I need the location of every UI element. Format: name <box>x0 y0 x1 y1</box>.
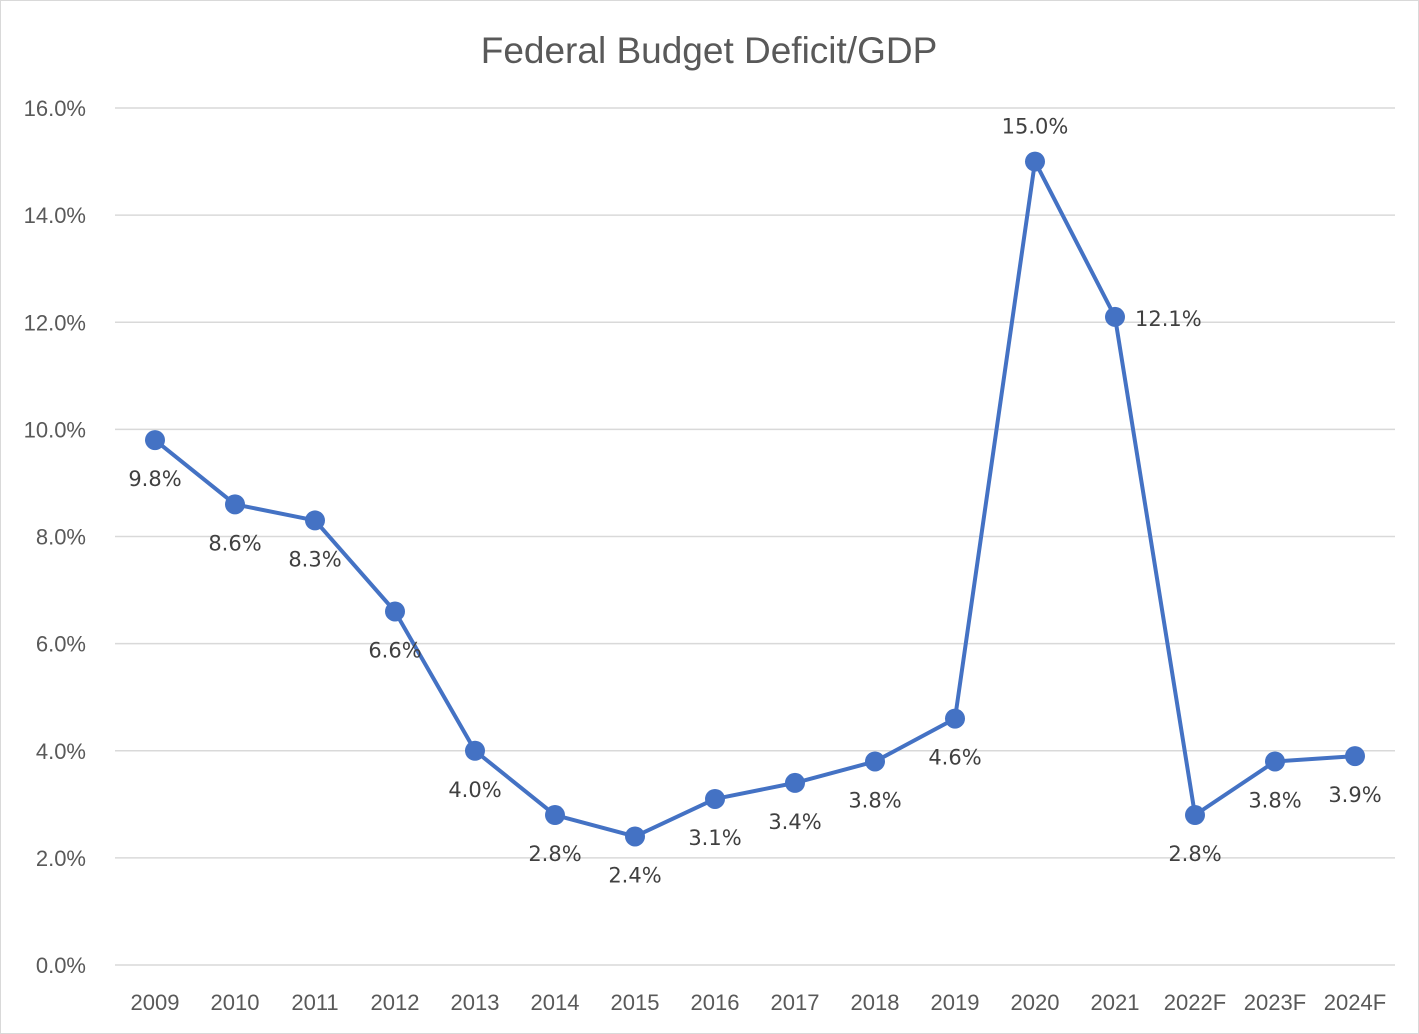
series-line <box>153 159 1356 839</box>
data-point-marker <box>945 708 965 729</box>
series-layer <box>145 151 1365 847</box>
data-label: 3.9% <box>1328 783 1381 807</box>
x-tick-label: 2012 <box>371 990 420 1015</box>
x-tick-label: 2019 <box>931 990 980 1015</box>
data-label: 6.6% <box>368 638 421 662</box>
y-tick-label: 8.0% <box>36 525 86 550</box>
data-point-marker <box>465 740 485 761</box>
x-tick-label: 2017 <box>771 990 820 1015</box>
x-tick-label: 2013 <box>451 990 500 1015</box>
data-point-marker <box>545 805 565 826</box>
gridlines <box>115 107 1395 966</box>
data-point-marker <box>385 601 405 622</box>
data-label: 8.3% <box>288 547 341 571</box>
x-tick-label: 2015 <box>611 990 660 1015</box>
y-tick-label: 2.0% <box>36 846 86 871</box>
data-label: 4.0% <box>448 778 501 802</box>
data-point-marker <box>705 788 725 809</box>
data-label: 3.8% <box>1248 788 1301 812</box>
y-axis-tick-labels: 0.0% 2.0% 4.0% 6.0% 8.0% 10.0% 12.0% 14.0% 16.0% <box>24 96 86 978</box>
data-point-marker <box>1345 746 1365 767</box>
data-label: 2.8% <box>528 842 581 866</box>
data-label: 2.4% <box>608 863 661 887</box>
x-tick-label: 2018 <box>851 990 900 1015</box>
data-label: 12.1% <box>1135 307 1202 331</box>
y-tick-label: 4.0% <box>36 739 86 764</box>
data-point-marker <box>1265 751 1285 772</box>
data-point-marker <box>625 826 645 847</box>
x-tick-label: 2009 <box>131 990 180 1015</box>
data-label: 15.0% <box>1002 115 1069 139</box>
data-point-marker <box>1025 151 1045 172</box>
y-tick-label: 0.0% <box>36 953 86 978</box>
data-label: 4.6% <box>928 746 981 770</box>
data-label: 2.8% <box>1168 842 1221 866</box>
data-label: 9.8% <box>128 467 181 491</box>
y-tick-label: 6.0% <box>36 632 86 657</box>
y-tick-label: 14.0% <box>24 203 86 228</box>
x-tick-label: 2021 <box>1091 990 1140 1015</box>
data-label: 3.8% <box>848 788 901 812</box>
x-tick-label: 2022F <box>1164 990 1226 1015</box>
data-point-marker <box>1185 805 1205 826</box>
data-point-marker <box>865 751 885 772</box>
data-point-marker <box>225 494 245 515</box>
chart-title: Federal Budget Deficit/GDP <box>481 30 938 71</box>
x-tick-label: 2011 <box>291 990 338 1015</box>
x-tick-label: 2023F <box>1244 990 1306 1015</box>
x-axis-tick-labels: 2009 2010 2011 2012 2013 2014 2015 2016 2017 2018… <box>131 990 1387 1015</box>
data-label: 8.6% <box>208 531 261 555</box>
data-label: 3.1% <box>688 826 741 850</box>
data-point-marker <box>785 772 805 793</box>
y-tick-label: 16.0% <box>24 96 86 121</box>
x-tick-label: 2024F <box>1324 990 1386 1015</box>
x-tick-label: 2016 <box>691 990 740 1015</box>
data-point-marker <box>305 510 325 531</box>
data-point-marker <box>145 430 165 451</box>
y-tick-label: 10.0% <box>24 417 86 442</box>
data-point-marker <box>1105 306 1125 327</box>
x-tick-label: 2020 <box>1011 990 1060 1015</box>
y-tick-label: 12.0% <box>24 310 86 335</box>
data-labels: 9.8% 8.6% 8.3% 6.6% 4.0% 2.8% 2.4% 3.1% 3.4% 3.8%… <box>128 115 1381 888</box>
data-label: 3.4% <box>768 810 821 834</box>
x-tick-label: 2014 <box>531 990 580 1015</box>
x-tick-label: 2010 <box>211 990 260 1015</box>
